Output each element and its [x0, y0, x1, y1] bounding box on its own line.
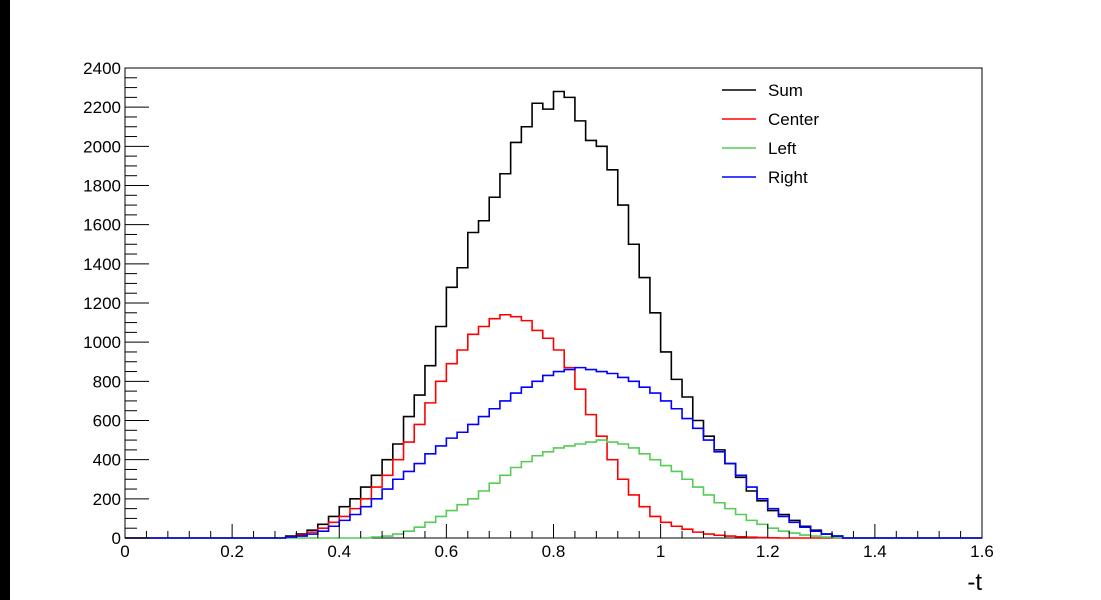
x-tick-label: 0.4	[327, 542, 351, 561]
series-left-line	[125, 439, 982, 539]
chart-canvas: 0 0.2 0.4 0.6 0.8 1 1.2 1.4 1.6 0 200 400 600 800 1000…	[10, 0, 1101, 600]
y-tick-label: 0	[112, 529, 121, 548]
y-tick-label: 2400	[83, 59, 121, 78]
series-sum-line	[125, 90, 982, 539]
legend-label-left: Left	[768, 139, 797, 158]
y-tick-label: 200	[93, 490, 121, 509]
y-tick-label: 1000	[83, 333, 121, 352]
series-layer	[125, 90, 982, 539]
x-axis-title: -t	[967, 569, 982, 596]
histogram-chart: 0 0.2 0.4 0.6 0.8 1 1.2 1.4 1.6 0 200 400 600 800 1000…	[83, 59, 994, 596]
y-tick-label: 1600	[83, 216, 121, 235]
x-tick-label: 0.8	[542, 542, 566, 561]
legend-label-right: Right	[768, 168, 808, 187]
legend-label-center: Center	[768, 110, 819, 129]
y-tick-label: 400	[93, 451, 121, 470]
y-tick-label: 600	[93, 412, 121, 431]
series-center-line	[125, 313, 982, 539]
series-right-line	[125, 366, 982, 539]
plot-border	[124, 67, 983, 539]
y-tick-label: 1200	[83, 294, 121, 313]
x-tick-label: 1.6	[970, 542, 994, 561]
x-tick-label: 1.2	[756, 542, 780, 561]
y-tick-label: 800	[93, 372, 121, 391]
x-tick-label: 0.6	[435, 542, 459, 561]
y-tick-label: 2200	[83, 98, 121, 117]
y-tick-label: 1800	[83, 177, 121, 196]
x-tick-label: 1	[656, 542, 665, 561]
y-tick-label: 1400	[83, 255, 121, 274]
x-tick-label: 0	[120, 542, 129, 561]
plot-frame	[124, 67, 983, 539]
legend-label-sum: Sum	[768, 81, 803, 100]
y-tick-label: 2000	[83, 137, 121, 156]
x-tick-label: 0.2	[220, 542, 244, 561]
axis-layer: 0 0.2 0.4 0.6 0.8 1 1.2 1.4 1.6 0 200 400 600 800 1000…	[83, 59, 994, 561]
legend: Sum Center Left Right	[722, 81, 819, 187]
x-tick-label: 1.4	[863, 542, 887, 561]
